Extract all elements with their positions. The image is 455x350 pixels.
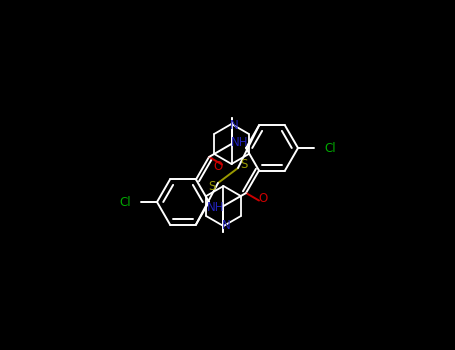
- Text: Cl: Cl: [119, 196, 131, 209]
- Text: NH: NH: [231, 136, 248, 149]
- Text: S: S: [208, 181, 216, 194]
- Text: S: S: [240, 158, 248, 170]
- Text: O: O: [258, 192, 268, 205]
- Text: O: O: [213, 160, 222, 173]
- Text: N: N: [222, 218, 231, 232]
- Text: N: N: [230, 119, 239, 132]
- Text: Cl: Cl: [324, 141, 336, 154]
- Text: NH: NH: [207, 201, 224, 214]
